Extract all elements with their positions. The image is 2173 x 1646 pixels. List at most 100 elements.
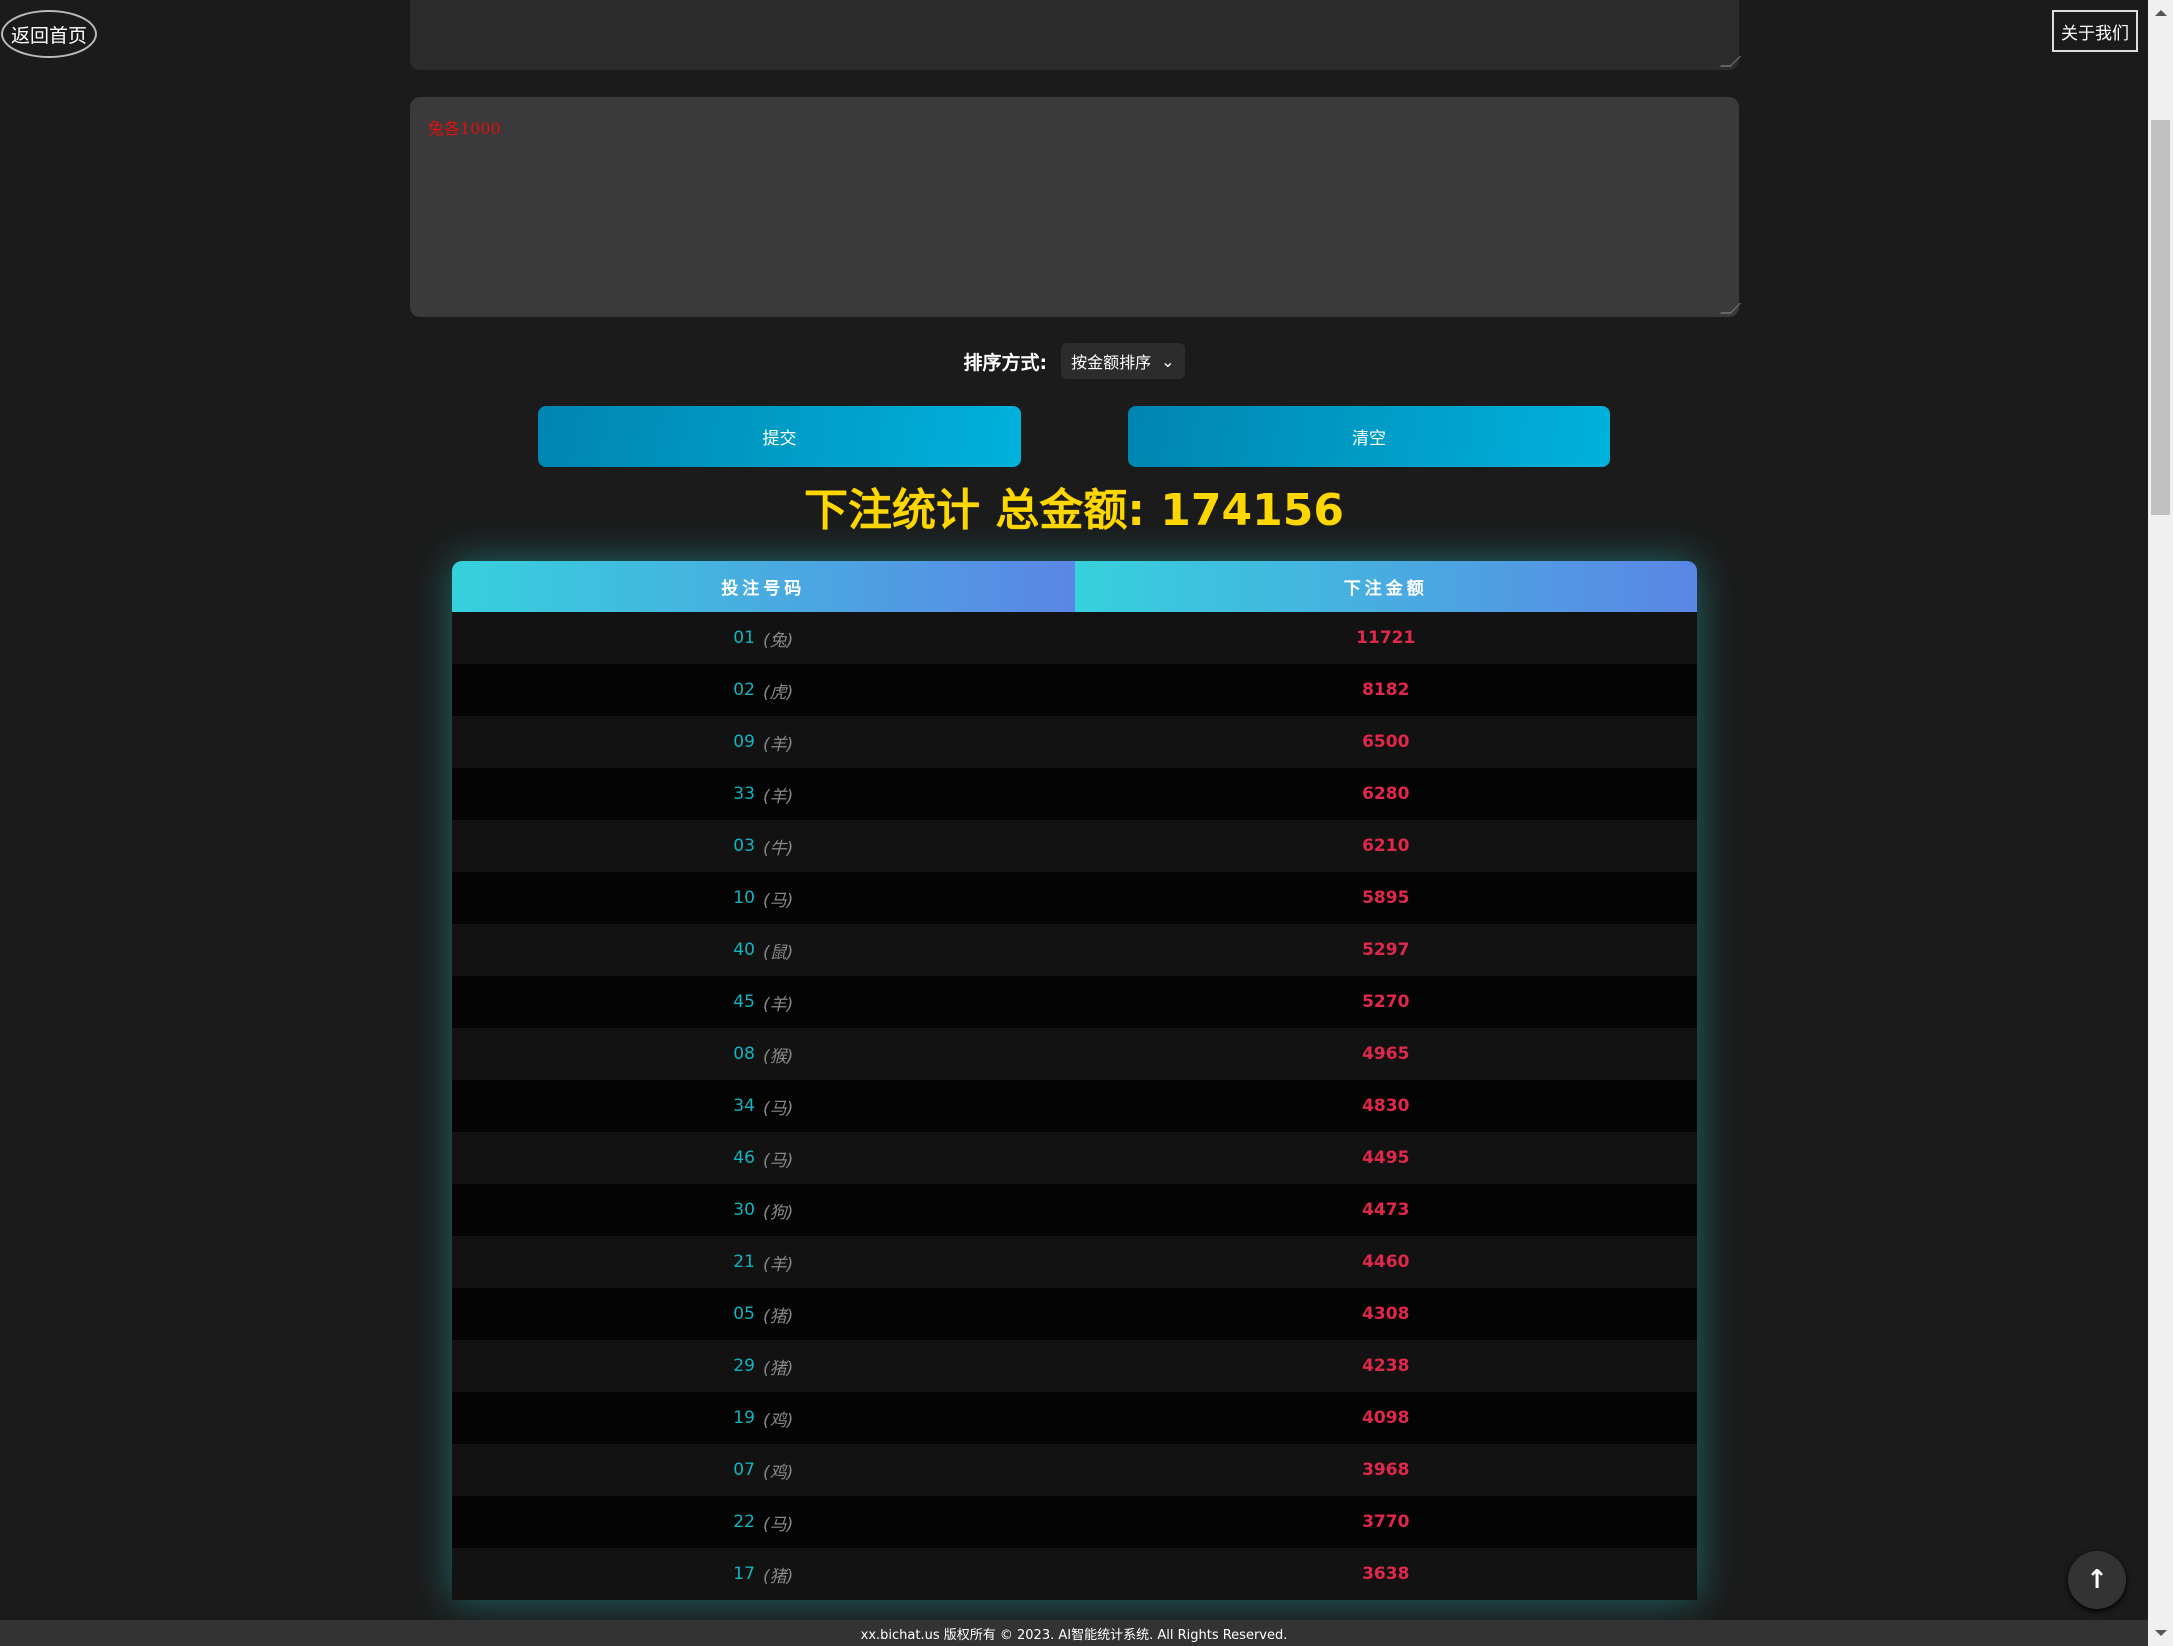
sort-label: 排序方式: bbox=[963, 351, 1048, 374]
bet-number: 21 bbox=[733, 1252, 755, 1272]
bet-amount: 4495 bbox=[1362, 1148, 1410, 1168]
table-body: 01 (兔) 11721 02 (虎) 8182 09 (羊) 6500 33 (羊) 6280 03 (… bbox=[452, 612, 1697, 1600]
amount-cell: 11721 bbox=[1075, 612, 1698, 664]
amount-cell: 4460 bbox=[1075, 1236, 1698, 1288]
bet-number: 33 bbox=[733, 784, 755, 804]
zodiac: (鸡) bbox=[762, 1410, 794, 1431]
number-cell: 08 (猴) bbox=[452, 1028, 1075, 1080]
textarea-top[interactable] bbox=[410, 0, 1742, 70]
bet-input-textarea[interactable]: 兔各1000 bbox=[410, 97, 1742, 317]
bet-amount: 4238 bbox=[1362, 1356, 1410, 1376]
amount-cell: 4965 bbox=[1075, 1028, 1698, 1080]
amount-cell: 4830 bbox=[1075, 1080, 1698, 1132]
bet-number: 08 bbox=[733, 1044, 755, 1064]
submit-button[interactable]: 提交 bbox=[538, 406, 1021, 467]
bet-amount: 4830 bbox=[1362, 1096, 1410, 1116]
scrollbar-thumb[interactable] bbox=[2151, 120, 2170, 515]
sort-select[interactable]: 按金额排序 ⌄ bbox=[1061, 343, 1185, 379]
table-row: 22 (马) 3770 bbox=[452, 1496, 1697, 1548]
bet-number: 09 bbox=[733, 732, 755, 752]
table-row: 40 (鼠) 5297 bbox=[452, 924, 1697, 976]
number-cell: 19 (鸡) bbox=[452, 1392, 1075, 1444]
bet-number: 03 bbox=[733, 836, 755, 856]
bet-number: 45 bbox=[733, 992, 755, 1012]
zodiac: (羊) bbox=[762, 734, 794, 755]
number-cell: 17 (猪) bbox=[452, 1548, 1075, 1600]
table-row: 09 (羊) 6500 bbox=[452, 716, 1697, 768]
zodiac: (马) bbox=[762, 1150, 794, 1171]
number-cell: 07 (鸡) bbox=[452, 1444, 1075, 1496]
scroll-up-icon[interactable] bbox=[2155, 10, 2167, 16]
amount-cell: 6500 bbox=[1075, 716, 1698, 768]
zodiac: (虎) bbox=[762, 682, 794, 703]
table-row: 29 (猪) 4238 bbox=[452, 1340, 1697, 1392]
zodiac: (马) bbox=[762, 1514, 794, 1535]
bet-amount: 5270 bbox=[1362, 992, 1410, 1012]
bet-amount: 3968 bbox=[1362, 1460, 1410, 1480]
zodiac: (鸡) bbox=[762, 1462, 794, 1483]
number-cell: 46 (马) bbox=[452, 1132, 1075, 1184]
back-to-top-button[interactable]: ↑ bbox=[2068, 1551, 2126, 1609]
zodiac: (羊) bbox=[762, 786, 794, 807]
table-row: 03 (牛) 6210 bbox=[452, 820, 1697, 872]
amount-cell: 8182 bbox=[1075, 664, 1698, 716]
bet-number: 19 bbox=[733, 1408, 755, 1428]
amount-cell: 3770 bbox=[1075, 1496, 1698, 1548]
zodiac: (猴) bbox=[762, 1046, 794, 1067]
zodiac: (马) bbox=[762, 1098, 794, 1119]
table-row: 33 (羊) 6280 bbox=[452, 768, 1697, 820]
number-cell: 34 (马) bbox=[452, 1080, 1075, 1132]
bet-amount: 4460 bbox=[1362, 1252, 1410, 1272]
resize-grip-icon[interactable] bbox=[1719, 56, 1742, 67]
clear-button[interactable]: 清空 bbox=[1128, 406, 1610, 467]
table-row: 17 (猪) 3638 bbox=[452, 1548, 1697, 1600]
about-us-button[interactable]: 关于我们 bbox=[2052, 10, 2138, 52]
bet-amount: 5895 bbox=[1362, 888, 1410, 908]
bet-number: 07 bbox=[733, 1460, 755, 1480]
table-row: 30 (狗) 4473 bbox=[452, 1184, 1697, 1236]
amount-cell: 5895 bbox=[1075, 872, 1698, 924]
bet-number: 30 bbox=[733, 1200, 755, 1220]
table-row: 02 (虎) 8182 bbox=[452, 664, 1697, 716]
zodiac: (狗) bbox=[762, 1202, 794, 1223]
zodiac: (羊) bbox=[762, 1254, 794, 1275]
arrow-up-icon: ↑ bbox=[2086, 1565, 2108, 1595]
table-row: 08 (猴) 4965 bbox=[452, 1028, 1697, 1080]
bet-amount: 4098 bbox=[1362, 1408, 1410, 1428]
bet-amount: 4965 bbox=[1362, 1044, 1410, 1064]
table-header: 投注号码 下注金额 bbox=[452, 561, 1697, 612]
number-cell: 33 (羊) bbox=[452, 768, 1075, 820]
resize-grip-icon[interactable] bbox=[1719, 303, 1742, 314]
amount-cell: 6280 bbox=[1075, 768, 1698, 820]
bet-number: 02 bbox=[733, 680, 755, 700]
number-cell: 05 (猪) bbox=[452, 1288, 1075, 1340]
number-cell: 03 (牛) bbox=[452, 820, 1075, 872]
zodiac: (猪) bbox=[762, 1566, 794, 1587]
stats-table: 投注号码 下注金额 01 (兔) 11721 02 (虎) 8182 09 (羊) 6500 33… bbox=[452, 561, 1697, 1600]
bet-amount: 11721 bbox=[1356, 628, 1416, 648]
number-cell: 40 (鼠) bbox=[452, 924, 1075, 976]
zodiac: (牛) bbox=[762, 838, 794, 859]
number-cell: 01 (兔) bbox=[452, 612, 1075, 664]
home-button[interactable]: 返回首页 bbox=[1, 10, 97, 58]
amount-cell: 5297 bbox=[1075, 924, 1698, 976]
scroll-down-icon[interactable] bbox=[2155, 1630, 2167, 1636]
amount-cell: 5270 bbox=[1075, 976, 1698, 1028]
amount-cell: 4098 bbox=[1075, 1392, 1698, 1444]
bet-input-value: 兔各1000 bbox=[428, 119, 501, 138]
table-row: 21 (羊) 4460 bbox=[452, 1236, 1697, 1288]
number-cell: 30 (狗) bbox=[452, 1184, 1075, 1236]
bet-number: 01 bbox=[733, 628, 755, 648]
bet-amount: 4308 bbox=[1362, 1304, 1410, 1324]
number-cell: 09 (羊) bbox=[452, 716, 1075, 768]
amount-cell: 4495 bbox=[1075, 1132, 1698, 1184]
table-row: 07 (鸡) 3968 bbox=[452, 1444, 1697, 1496]
summary-title: 下注统计 总金额: 174156 bbox=[804, 485, 1344, 536]
amount-cell: 4238 bbox=[1075, 1340, 1698, 1392]
amount-cell: 3638 bbox=[1075, 1548, 1698, 1600]
scrollbar[interactable] bbox=[2148, 0, 2173, 1646]
number-cell: 10 (马) bbox=[452, 872, 1075, 924]
bet-amount: 6210 bbox=[1362, 836, 1410, 856]
bet-amount: 3770 bbox=[1362, 1512, 1410, 1532]
header-amount: 下注金额 bbox=[1074, 561, 1697, 612]
